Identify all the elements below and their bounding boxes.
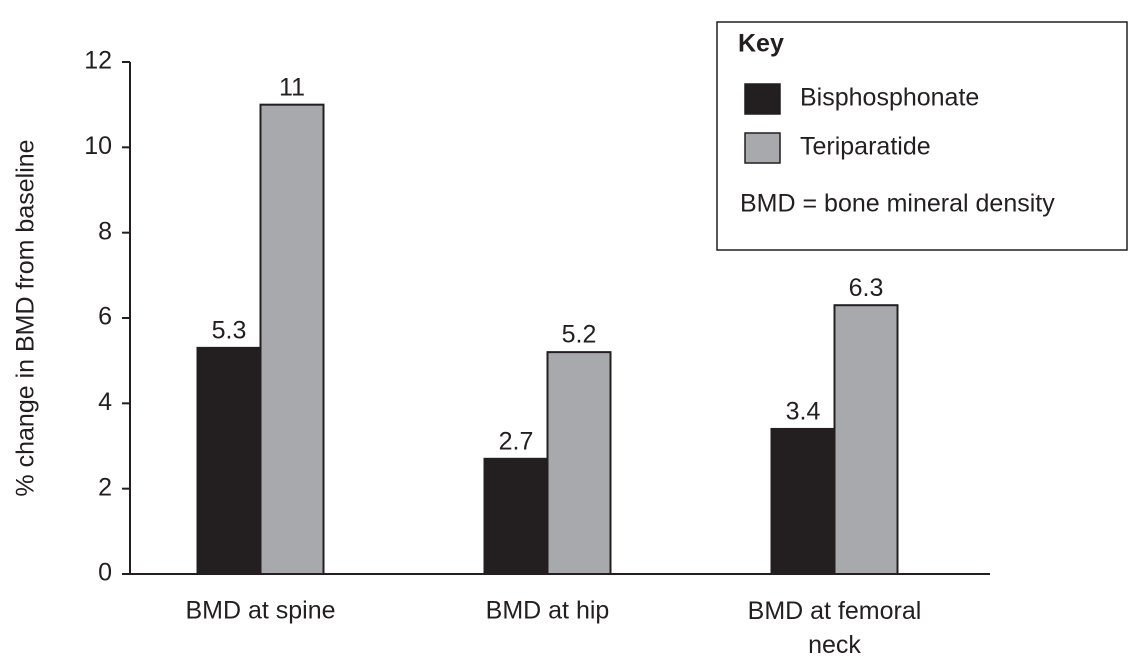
bar xyxy=(833,304,899,575)
data-label: 3.4 xyxy=(786,398,821,426)
legend-swatch xyxy=(744,132,781,164)
bar xyxy=(259,103,325,576)
data-label: 5.2 xyxy=(562,321,597,349)
y-tick-label: 10 xyxy=(84,132,112,160)
x-tick-label-line: BMD at femoral xyxy=(748,597,922,625)
bar xyxy=(196,346,262,575)
legend-label: Bisphosphonate xyxy=(800,84,979,112)
data-label: 11 xyxy=(279,73,305,101)
data-label: 2.7 xyxy=(499,427,534,455)
bar xyxy=(483,457,549,575)
legend-box xyxy=(716,21,1128,251)
y-axis-label: % change in BMD from baseline xyxy=(12,139,40,496)
data-label: 6.3 xyxy=(849,274,884,302)
x-tick-label-line: neck xyxy=(808,631,861,659)
bar xyxy=(770,427,836,575)
y-tick-label: 6 xyxy=(98,303,112,331)
legend-swatch xyxy=(744,83,781,115)
y-tick-label: 12 xyxy=(84,47,112,75)
y-tick-label: 8 xyxy=(98,217,112,245)
x-tick-label: BMD at hip xyxy=(486,597,610,625)
legend-note: BMD = bone mineral density xyxy=(740,190,1055,218)
bar xyxy=(546,351,612,575)
legend-title: Key xyxy=(738,30,784,58)
x-tick-label: BMD at femoral neck xyxy=(748,597,922,659)
x-tick-label: BMD at spine xyxy=(185,597,335,625)
y-tick-label: 4 xyxy=(98,388,112,416)
y-tick-label: 0 xyxy=(98,559,112,587)
y-tick-label: 2 xyxy=(98,473,112,501)
data-label: 5.3 xyxy=(212,316,247,344)
legend-label: Teriparatide xyxy=(800,133,931,161)
